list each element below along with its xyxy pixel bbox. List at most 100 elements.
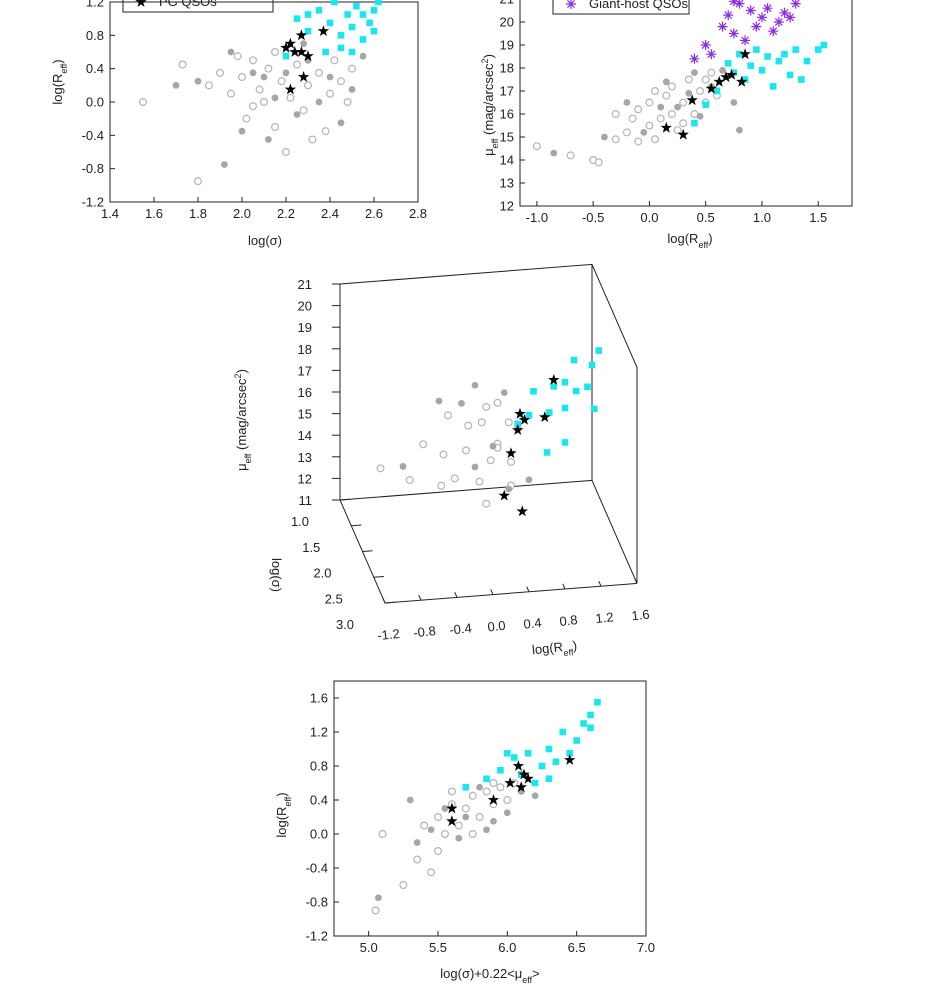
- point: [216, 68, 225, 77]
- point: [651, 135, 660, 144]
- y-tick-label: 0.8: [310, 759, 328, 774]
- label-part: log(σ)+0.22<μ: [440, 966, 522, 981]
- point: [300, 40, 307, 48]
- point: [376, 464, 385, 473]
- point: [374, 894, 382, 902]
- point: [773, 17, 784, 27]
- point: [518, 413, 531, 425]
- point: [315, 98, 323, 106]
- point: [775, 57, 783, 65]
- point: [295, 29, 308, 41]
- point: [584, 383, 591, 391]
- point: [552, 758, 560, 766]
- point: [468, 829, 477, 838]
- point: [532, 142, 541, 151]
- point: [304, 81, 313, 90]
- point: [249, 56, 258, 65]
- point: [359, 11, 367, 18]
- z-tick-label: 21: [298, 277, 312, 292]
- z-tick-label: 16: [298, 385, 312, 400]
- point: [172, 81, 180, 89]
- point: [399, 463, 407, 470]
- point: [530, 388, 537, 395]
- point: [434, 846, 443, 855]
- y-tick-label: 1.2: [310, 725, 328, 740]
- point: [471, 381, 479, 389]
- point: [233, 52, 242, 61]
- point: [435, 397, 443, 405]
- point: [348, 64, 357, 73]
- z-axis-label: μeff (mag/arcsec2): [233, 369, 253, 471]
- point: [564, 754, 576, 765]
- point: [464, 421, 473, 430]
- point: [427, 868, 436, 877]
- point: [640, 129, 648, 136]
- point: [205, 81, 214, 90]
- point: [503, 795, 512, 804]
- point: [570, 356, 578, 364]
- point: [786, 71, 794, 79]
- point: [651, 86, 660, 95]
- point: [337, 77, 346, 86]
- point: [504, 418, 513, 427]
- x-axis-label: log(σ)+0.22<μeff>: [440, 966, 539, 985]
- x-tick-label: 2.0: [233, 206, 251, 221]
- point: [679, 98, 688, 107]
- point: [487, 794, 500, 805]
- label-part: eff: [243, 453, 253, 463]
- point: [282, 69, 290, 77]
- point: [371, 906, 380, 915]
- point: [330, 56, 339, 65]
- point: [462, 783, 470, 791]
- point: [660, 121, 672, 133]
- label-part: ): [50, 59, 65, 63]
- point: [594, 698, 601, 706]
- point: [543, 449, 551, 456]
- point: [353, 2, 360, 10]
- z-tick-label: 11: [299, 493, 313, 508]
- point: [587, 711, 594, 719]
- point: [691, 119, 698, 127]
- point: [348, 23, 356, 31]
- y-tick-label: -0.8: [306, 895, 328, 910]
- point: [622, 128, 631, 137]
- point: [321, 127, 330, 136]
- point: [580, 720, 587, 727]
- label-part: μ: [481, 148, 496, 156]
- y-tick-label: 0.0: [86, 95, 104, 110]
- point: [561, 439, 569, 446]
- point: [406, 796, 414, 804]
- point: [446, 802, 458, 814]
- point: [725, 68, 738, 80]
- point: [405, 476, 414, 485]
- point: [375, 0, 382, 6]
- point: [299, 106, 308, 115]
- point: [497, 766, 504, 774]
- point: [326, 89, 335, 98]
- label-part: eff: [563, 647, 574, 658]
- point: [490, 817, 497, 825]
- point: [516, 505, 528, 517]
- point: [441, 805, 449, 812]
- x-tick-label: 0.8: [559, 612, 579, 629]
- point: [468, 791, 477, 800]
- point: [594, 158, 603, 167]
- x-tick: [634, 578, 638, 584]
- point: [702, 101, 709, 109]
- point: [505, 447, 517, 459]
- y-tick-label: 3.0: [336, 617, 354, 632]
- label-part: log(σ): [248, 233, 282, 248]
- point: [518, 768, 530, 780]
- point: [753, 46, 760, 53]
- point: [496, 783, 505, 792]
- point: [667, 82, 676, 91]
- point: [302, 50, 314, 61]
- label-part: log(R: [667, 231, 698, 246]
- point: [475, 477, 484, 486]
- point: [679, 119, 688, 128]
- point: [343, 97, 352, 106]
- x-axis-label: log(Reff): [531, 638, 578, 662]
- point: [238, 72, 247, 81]
- point: [645, 121, 654, 130]
- point: [249, 102, 258, 111]
